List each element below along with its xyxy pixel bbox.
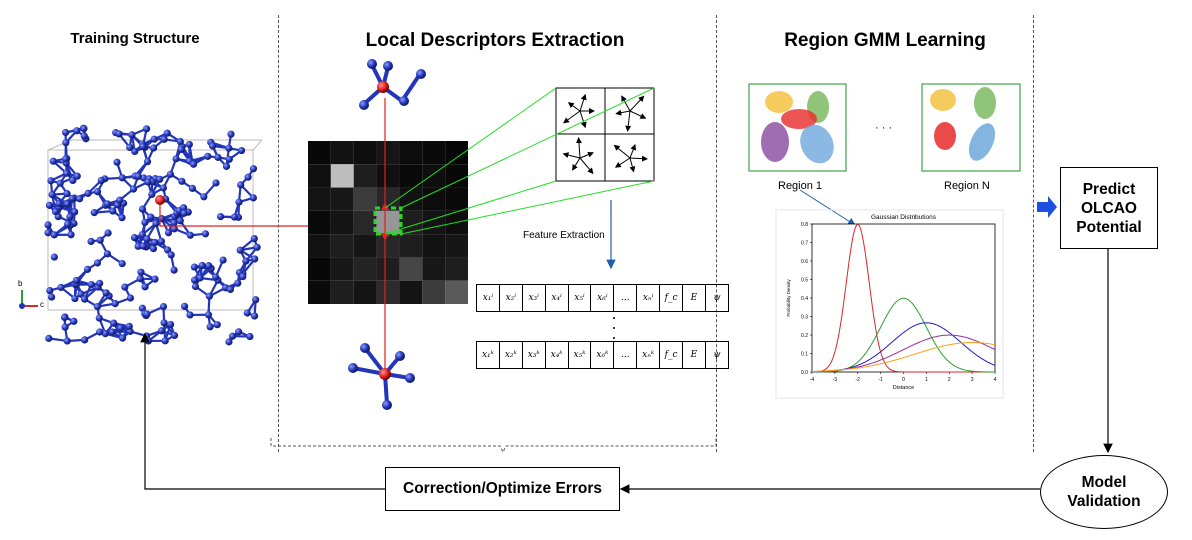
y-tick-label: 0.3 — [801, 315, 808, 321]
x-tick-label: -1 — [878, 377, 883, 383]
y-axis-label: Probability Density — [786, 279, 791, 317]
training-structure-title: Training Structure — [70, 30, 200, 47]
separator-3 — [1033, 15, 1034, 452]
atom-to-map-arrow — [159, 200, 368, 231]
separator-1 — [278, 15, 279, 452]
validation-line-1: Model — [1081, 474, 1127, 491]
bottom-molecule-atoms — [348, 343, 415, 410]
feature-k-cell: x₅ᵏ — [569, 342, 592, 368]
y-tick-label: 0.2 — [801, 333, 808, 339]
feature-k-cell: x₁ᵏ — [477, 342, 500, 368]
separator-2 — [716, 15, 717, 452]
feature-k-cell: x₂ᵏ — [500, 342, 523, 368]
region-n-box — [921, 83, 1021, 172]
region-1-label: Region 1 — [778, 180, 823, 192]
local-descriptors-title: Local Descriptors Extraction — [365, 30, 625, 51]
gaussian-curve-1 — [811, 223, 995, 373]
axis-c-label: c — [40, 300, 44, 309]
predict-input-arrow — [1037, 196, 1057, 218]
axis-triad — [19, 290, 38, 309]
feature-i-cell: x₆ⁱ — [591, 285, 615, 311]
feature-i-cell: xₙⁱ — [637, 285, 661, 311]
feature-k-cell: x₃ᵏ — [523, 342, 546, 368]
top-molecule-atoms — [359, 59, 426, 110]
feature-i-cell: x₁ⁱ — [477, 285, 500, 311]
feature-k-cell: f_c — [660, 342, 684, 368]
x-tick-label: -2 — [856, 377, 861, 383]
up-arrow-head — [381, 202, 389, 210]
feature-i-cell: ψ — [713, 293, 721, 303]
gaussian-curve-5 — [811, 341, 996, 372]
x-tick-label: 3 — [971, 377, 974, 383]
feature-i-cell: f_c — [660, 285, 684, 311]
feature-k-cell: xₙᵏ — [637, 342, 661, 368]
region-1-box — [748, 83, 847, 172]
down-arrow-head — [381, 233, 389, 241]
feature-k-cell: ... — [614, 342, 638, 368]
y-tick-label: 0.4 — [801, 296, 808, 302]
region-n-label: Region N — [944, 180, 990, 192]
predict-line-2: OLCAO — [1081, 199, 1137, 217]
feature-i-cell: x₂ⁱ — [500, 285, 523, 311]
y-tick-label: 0.1 — [801, 352, 808, 358]
feature-extraction-label: Feature Extraction — [523, 230, 605, 241]
predict-line-1: Predict — [1082, 180, 1136, 198]
x-tick-label: 4 — [994, 377, 997, 383]
region-gmm-title: Region GMM Learning — [784, 30, 986, 51]
feature-i-cell: E — [683, 285, 706, 311]
correction-optimize-errors-box: Correction/Optimize Errors — [385, 467, 620, 511]
x-tick-label: 0 — [902, 377, 905, 383]
feature-k-cell: E — [683, 342, 706, 368]
gaussian-chart: -4 -3 -2 -1 0 1 2 3 4 0.0 0.1 0.2 0.3 0.4 0.5 0.6 0.7 0.8… — [775, 209, 1004, 399]
x-tick-label: 2 — [948, 377, 951, 383]
amorphous-structure-model — [44, 124, 261, 346]
selected-atom — [155, 195, 165, 205]
model-validation-ellipse: Model Validation — [1040, 455, 1168, 529]
x-tick-label: 1 — [925, 377, 928, 383]
region-to-chart-arrow — [799, 189, 856, 226]
y-tick-label: 0.0 — [801, 370, 808, 376]
predict-olcao-potential-box: Predict OLCAO Potential — [1060, 167, 1158, 249]
predict-line-3: Potential — [1076, 218, 1142, 236]
zoomed-descriptor-cell — [555, 87, 655, 182]
top-molecule — [362, 64, 422, 106]
feature-i-cell: x₄ⁱ — [546, 285, 569, 311]
correction-to-training-arrow — [140, 332, 385, 490]
x-tick-label: -3 — [833, 377, 838, 383]
y-tick-label: 0.8 — [801, 222, 808, 228]
feature-k-cell: ψ — [713, 350, 721, 360]
y-tick-label: 0.7 — [801, 241, 808, 247]
zoom-projection-lines — [384, 87, 655, 235]
y-tick-label: 0.5 — [801, 278, 808, 284]
feature-i-cell: x₃ⁱ — [523, 285, 546, 311]
x-axis-label: Distance — [893, 385, 914, 391]
x-tick-label: -4 — [810, 377, 815, 383]
section-brace — [270, 438, 717, 454]
chart-title: Gaussian Distributions — [871, 214, 937, 221]
feature-k-cell: x₆ᵏ — [591, 342, 615, 368]
feature-k-cell: x₄ᵏ — [546, 342, 569, 368]
feature-i-cell: ... — [614, 285, 638, 311]
validation-line-2: Validation — [1067, 493, 1141, 510]
row-ellipsis — [613, 317, 615, 339]
feature-i-cell: x₅ⁱ — [569, 285, 592, 311]
descriptor-heatmap — [308, 141, 468, 304]
regions-ellipsis: · · · — [875, 122, 893, 134]
axis-b-label: b — [18, 279, 23, 288]
y-tick-label: 0.6 — [801, 259, 808, 265]
